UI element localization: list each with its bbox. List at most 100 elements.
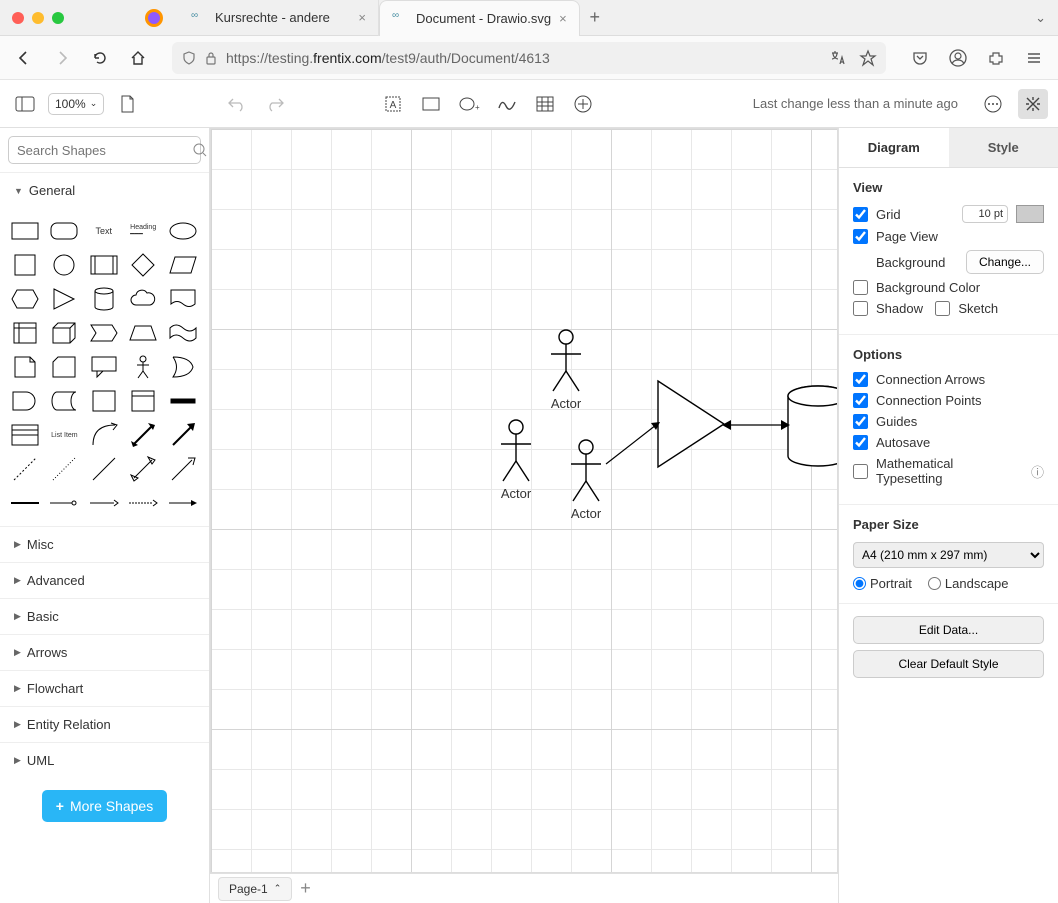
- background-change-button[interactable]: Change...: [966, 250, 1044, 274]
- category-entity-relation[interactable]: ▶Entity Relation: [0, 706, 209, 742]
- shape-dashed-line[interactable]: [8, 454, 42, 484]
- shape-callout[interactable]: [87, 352, 121, 382]
- category-misc[interactable]: ▶Misc: [0, 526, 209, 562]
- diagram-actor[interactable]: Actor: [496, 419, 536, 501]
- shape-link5[interactable]: [166, 488, 200, 518]
- extensions-icon[interactable]: [982, 44, 1010, 72]
- url-input[interactable]: https://testing.frentix.com/test9/auth/D…: [172, 42, 886, 74]
- shape-or[interactable]: [166, 352, 200, 382]
- shape-actor[interactable]: [126, 352, 160, 382]
- shape-triangle[interactable]: [47, 284, 81, 314]
- shape-curve[interactable]: [87, 420, 121, 450]
- back-button[interactable]: [10, 44, 38, 72]
- conn-arrows-checkbox[interactable]: [853, 372, 868, 387]
- autosave-checkbox[interactable]: [853, 435, 868, 450]
- shape-dir-line[interactable]: [166, 454, 200, 484]
- grid-color-swatch[interactable]: [1016, 205, 1044, 223]
- new-tab-button[interactable]: +: [580, 0, 610, 36]
- redo-button[interactable]: [260, 89, 290, 119]
- clear-style-button[interactable]: Clear Default Style: [853, 650, 1044, 678]
- shape-rect[interactable]: [8, 216, 42, 246]
- shape-card[interactable]: [47, 352, 81, 382]
- shape-document[interactable]: [166, 284, 200, 314]
- portrait-radio[interactable]: [853, 577, 866, 590]
- shape-arrow[interactable]: [166, 420, 200, 450]
- toggle-sidebar-button[interactable]: [10, 89, 40, 119]
- category-uml[interactable]: ▶UML: [0, 742, 209, 778]
- forward-button[interactable]: [48, 44, 76, 72]
- shape-hbar[interactable]: [166, 386, 200, 416]
- shape-search[interactable]: [8, 136, 201, 164]
- category-flowchart[interactable]: ▶Flowchart: [0, 670, 209, 706]
- add-page-button[interactable]: +: [300, 878, 311, 899]
- shape-link1[interactable]: [8, 488, 42, 518]
- diagram-bi-arrow[interactable]: [721, 418, 791, 432]
- math-checkbox[interactable]: [853, 464, 868, 479]
- shape-line[interactable]: [87, 454, 121, 484]
- text-tool-button[interactable]: A: [378, 89, 408, 119]
- category-basic[interactable]: ▶Basic: [0, 598, 209, 634]
- grid-size-input[interactable]: 10 pt: [962, 205, 1008, 223]
- tab-style[interactable]: Style: [949, 128, 1058, 167]
- shape-circle[interactable]: [47, 250, 81, 280]
- shape-list[interactable]: [8, 420, 42, 450]
- close-window-button[interactable]: [12, 12, 24, 24]
- bgcolor-checkbox[interactable]: [853, 280, 868, 295]
- insert-button[interactable]: [568, 89, 598, 119]
- shape-link3[interactable]: [87, 488, 121, 518]
- shape-rounded-rect[interactable]: [47, 216, 81, 246]
- freehand-tool-button[interactable]: [492, 89, 522, 119]
- shape-dotted-line[interactable]: [47, 454, 81, 484]
- shape-container[interactable]: [87, 386, 121, 416]
- shape-cube[interactable]: [47, 318, 81, 348]
- shape-diamond[interactable]: [126, 250, 160, 280]
- conn-points-checkbox[interactable]: [853, 393, 868, 408]
- account-icon[interactable]: [944, 44, 972, 72]
- diagram-actor[interactable]: Actor: [546, 329, 586, 411]
- zoom-select[interactable]: 100%⌄: [48, 93, 104, 115]
- shape-cloud[interactable]: [126, 284, 160, 314]
- shape-list-item[interactable]: List Item: [47, 420, 81, 450]
- edit-data-button[interactable]: Edit Data...: [853, 616, 1044, 644]
- format-panel-button[interactable]: [1018, 89, 1048, 119]
- shape-link2[interactable]: [47, 488, 81, 518]
- category-arrows[interactable]: ▶Arrows: [0, 634, 209, 670]
- page-tab[interactable]: Page-1⌃: [218, 877, 292, 901]
- browser-tab[interactable]: ∞ Kursrechte - andere ×: [179, 0, 379, 36]
- landscape-radio[interactable]: [928, 577, 941, 590]
- shape-ellipse[interactable]: [166, 216, 200, 246]
- shape-bi-arrow[interactable]: [126, 420, 160, 450]
- shape-text[interactable]: Text: [87, 216, 121, 246]
- shadow-checkbox[interactable]: [853, 301, 868, 316]
- drawing-canvas[interactable]: Actor Actor Actor: [210, 128, 838, 873]
- shape-tape[interactable]: [166, 318, 200, 348]
- paper-size-select[interactable]: A4 (210 mm x 297 mm): [853, 542, 1044, 568]
- shape-heading[interactable]: Heading━━━: [126, 216, 160, 246]
- diagram-arrow[interactable]: [606, 419, 666, 469]
- category-general[interactable]: ▼General: [0, 172, 209, 208]
- shape-hexagon[interactable]: [8, 284, 42, 314]
- shape-search-input[interactable]: [17, 143, 193, 158]
- shape-square[interactable]: [8, 250, 42, 280]
- undo-button[interactable]: [222, 89, 252, 119]
- pocket-icon[interactable]: [906, 44, 934, 72]
- grid-checkbox[interactable]: [853, 207, 868, 222]
- shape-step[interactable]: [87, 318, 121, 348]
- bookmark-star-icon[interactable]: [860, 50, 876, 66]
- shape-process[interactable]: [87, 250, 121, 280]
- shape-trapezoid[interactable]: [126, 318, 160, 348]
- menu-icon[interactable]: [1020, 44, 1048, 72]
- home-button[interactable]: [124, 44, 152, 72]
- tabs-dropdown-icon[interactable]: ⌄: [1035, 10, 1046, 26]
- shape-parallelogram[interactable]: [166, 250, 200, 280]
- shape-note[interactable]: [8, 352, 42, 382]
- diagram-actor[interactable]: Actor: [566, 439, 606, 521]
- close-tab-icon[interactable]: ×: [559, 11, 567, 26]
- shape-internal-storage[interactable]: [8, 318, 42, 348]
- pageview-checkbox[interactable]: [853, 229, 868, 244]
- guides-checkbox[interactable]: [853, 414, 868, 429]
- shape-window[interactable]: [126, 386, 160, 416]
- shape-cylinder[interactable]: [87, 284, 121, 314]
- diagram-triangle[interactable]: [656, 379, 726, 472]
- minimize-window-button[interactable]: [32, 12, 44, 24]
